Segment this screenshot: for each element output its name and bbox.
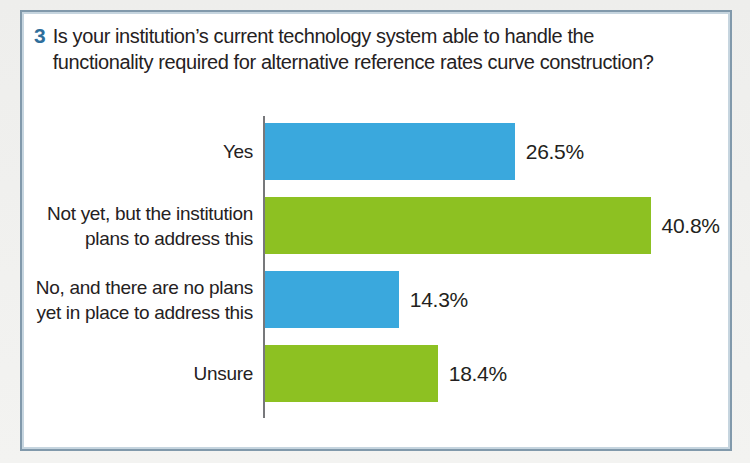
- question-number: 3: [34, 23, 46, 49]
- y-axis-line: [263, 116, 265, 418]
- value-label: 18.4%: [449, 362, 507, 386]
- value-label: 26.5%: [526, 140, 584, 164]
- question-text-line-1: Is your institution’s current technology…: [53, 23, 654, 49]
- bar: [263, 123, 515, 180]
- page-background: 3 Is your institution’s current technolo…: [0, 0, 750, 463]
- bar-row: Yes 26.5%: [22, 123, 730, 180]
- bar-row: Not yet, but the institutionplans to add…: [22, 197, 730, 254]
- category-label: Not yet, but the institutionplans to add…: [22, 201, 263, 251]
- bar: [263, 197, 651, 254]
- question-text: Is your institution’s current technology…: [53, 23, 654, 75]
- value-label: 40.8%: [662, 214, 720, 238]
- bar-chart: Yes 26.5% Not yet, but the institutionplan…: [22, 123, 730, 419]
- bar-row: Unsure 18.4%: [22, 345, 730, 402]
- bar: [263, 345, 438, 402]
- bar-rows: Yes 26.5% Not yet, but the institutionplan…: [22, 123, 730, 402]
- survey-question-card: 3 Is your institution’s current technolo…: [20, 10, 732, 451]
- bar: [263, 271, 399, 328]
- category-label: No, and there are no plansyet in place t…: [22, 275, 263, 325]
- question-text-line-2: functionality required for alternative r…: [53, 49, 654, 75]
- value-label: 14.3%: [410, 288, 468, 312]
- category-label: Yes: [22, 139, 263, 164]
- question-title: 3 Is your institution’s current technolo…: [34, 23, 716, 75]
- category-label: Unsure: [22, 361, 263, 386]
- bar-row: No, and there are no plansyet in place t…: [22, 271, 730, 328]
